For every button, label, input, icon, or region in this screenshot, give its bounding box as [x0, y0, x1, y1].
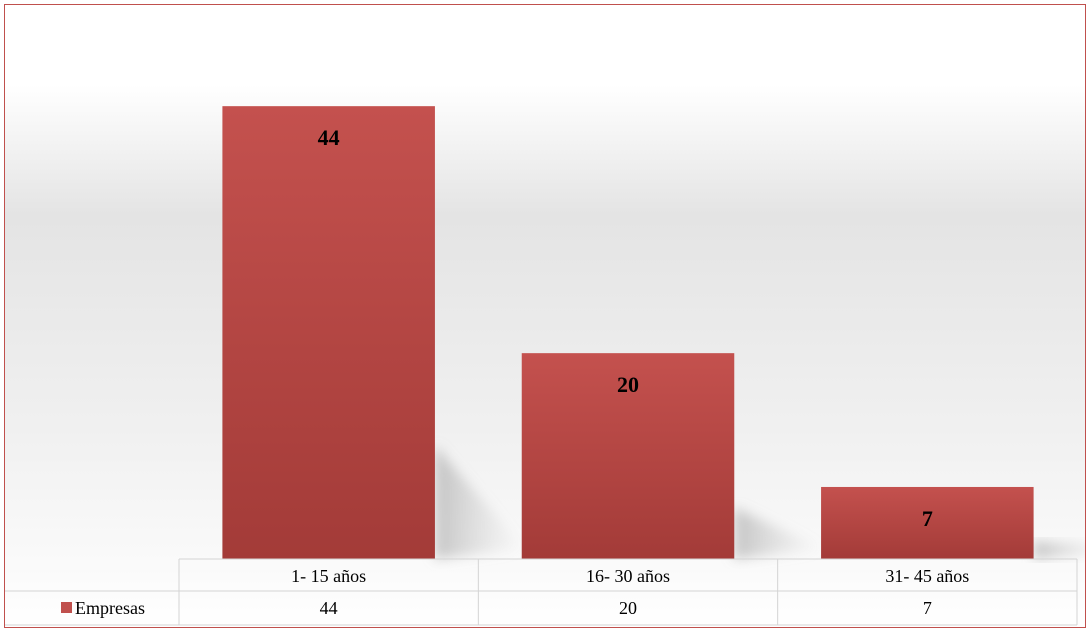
bar-3 — [821, 486, 1034, 559]
bar-1 — [222, 106, 435, 560]
bar-chart: 44 20 7 1- 15 años 16- 30 años 31- 45 años 44… — [5, 106, 1085, 626]
bar-data-label: 20 — [617, 372, 639, 397]
table-value: 20 — [619, 598, 637, 618]
legend-key — [61, 602, 72, 613]
bar-2 — [521, 353, 735, 559]
table-value: 44 — [320, 598, 338, 618]
bar-data-label: 7 — [922, 506, 933, 531]
table-value: 7 — [923, 598, 932, 618]
chart-frame: 44 20 7 1- 15 años 16- 30 años 31- 45 años 44… — [4, 4, 1086, 628]
category-label: 1- 15 años — [291, 566, 366, 586]
series-name: Empresas — [75, 598, 145, 618]
category-label: 31- 45 años — [885, 566, 969, 586]
category-label: 16- 30 años — [586, 566, 670, 586]
bar-shadow — [734, 507, 825, 559]
bar-shadow — [1033, 540, 1085, 559]
bar-shadow — [434, 445, 525, 559]
bar-data-label: 44 — [318, 125, 340, 150]
